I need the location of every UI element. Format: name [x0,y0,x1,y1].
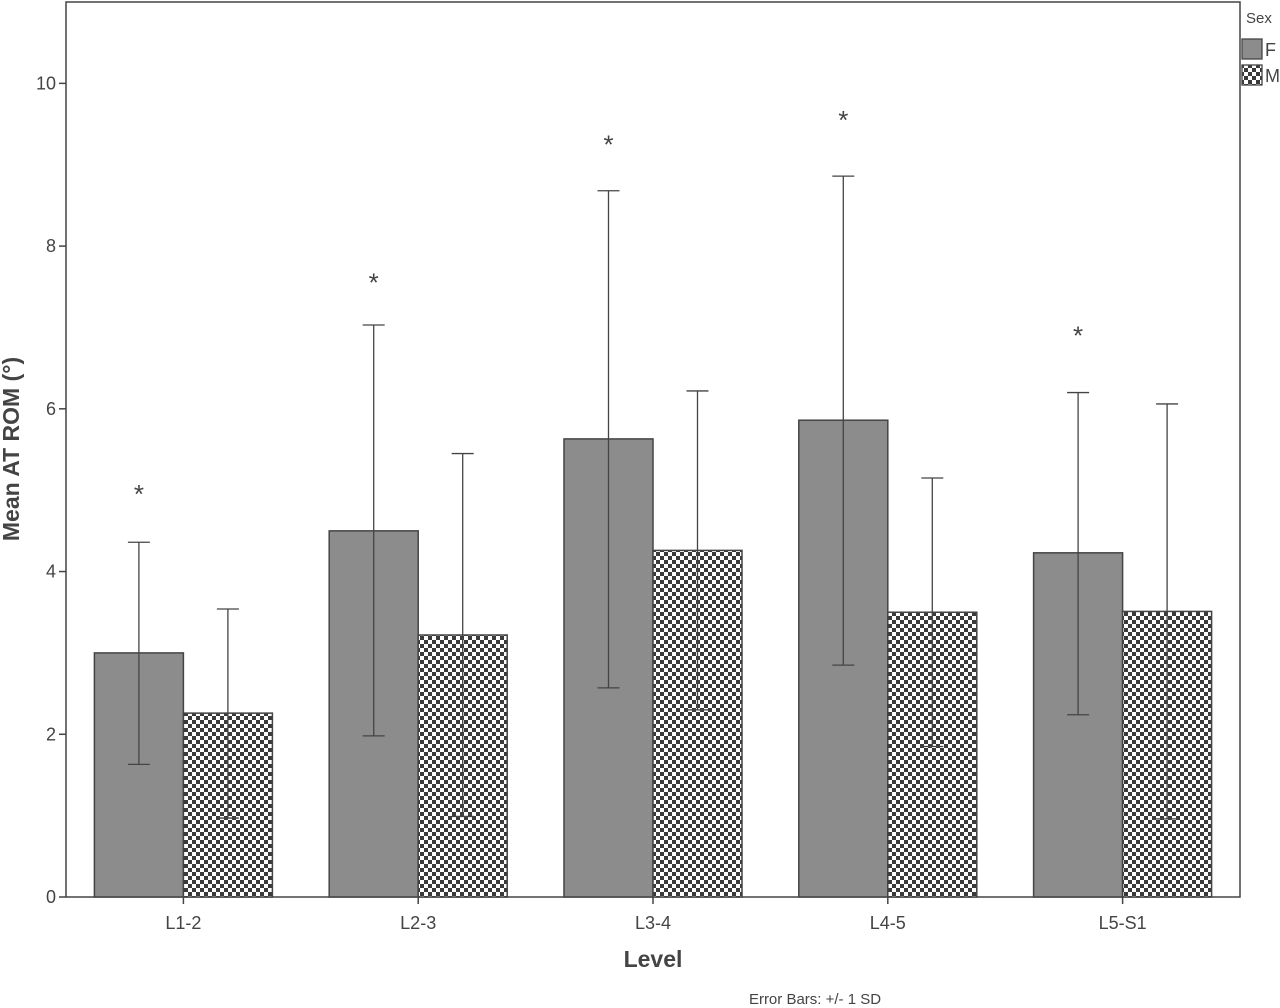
y-tick-label: 4 [46,562,56,582]
significance-asterisk: * [838,105,848,135]
significance-asterisk: * [134,479,144,509]
x-tick-label: L1-2 [165,913,201,933]
error-bars [127,175,1179,820]
y-axis-title: Mean AT ROM (°) [0,357,24,541]
y-axis: 0 2 4 6 8 10 [36,73,66,907]
x-tick-label: L3-4 [635,913,671,933]
y-tick-label: 6 [46,399,56,419]
legend-title: Sex [1246,10,1272,27]
legend-label-m: M [1265,66,1280,86]
y-tick-label: 8 [46,236,56,256]
y-tick-label: 10 [36,73,56,93]
x-tick-label: L2-3 [400,913,436,933]
significance-asterisk: * [1073,321,1083,351]
significance-markers: * * * * * [134,105,1083,509]
x-axis: L1-2 L2-3 L3-4 L4-5 L5-S1 [165,897,1147,933]
x-axis-title: Level [624,946,683,972]
y-tick-label: 2 [46,724,56,744]
legend-label-f: F [1265,40,1276,60]
x-tick-label: L4-5 [870,913,906,933]
footnote: Error Bars: +/- 1 SD [749,991,881,1008]
legend-swatch-f [1241,38,1263,60]
bars [93,419,1213,898]
legend: Sex FM [1241,10,1280,86]
legend-swatch-m [1241,64,1263,86]
y-tick-label: 0 [46,887,56,907]
significance-asterisk: * [603,129,613,159]
significance-asterisk: * [369,268,379,298]
x-tick-label: L5-S1 [1099,913,1147,933]
